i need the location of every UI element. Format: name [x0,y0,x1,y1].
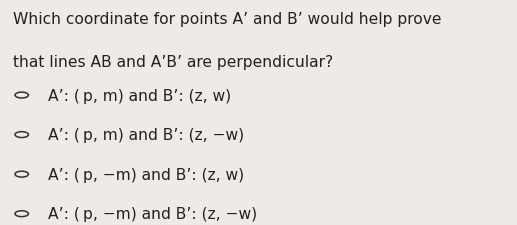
Text: A’: ( p, −m) and B’: (z, −w): A’: ( p, −m) and B’: (z, −w) [48,206,256,221]
Text: A’: ( p, −m) and B’: (z, w): A’: ( p, −m) and B’: (z, w) [48,167,244,182]
Text: A’: ( p, m) and B’: (z, w): A’: ( p, m) and B’: (z, w) [48,88,231,103]
Text: that lines AB and A’B’ are perpendicular?: that lines AB and A’B’ are perpendicular… [13,55,333,70]
Text: Which coordinate for points A’ and B’ would help prove: Which coordinate for points A’ and B’ wo… [13,12,442,27]
Text: A’: ( p, m) and B’: (z, −w): A’: ( p, m) and B’: (z, −w) [48,128,244,142]
